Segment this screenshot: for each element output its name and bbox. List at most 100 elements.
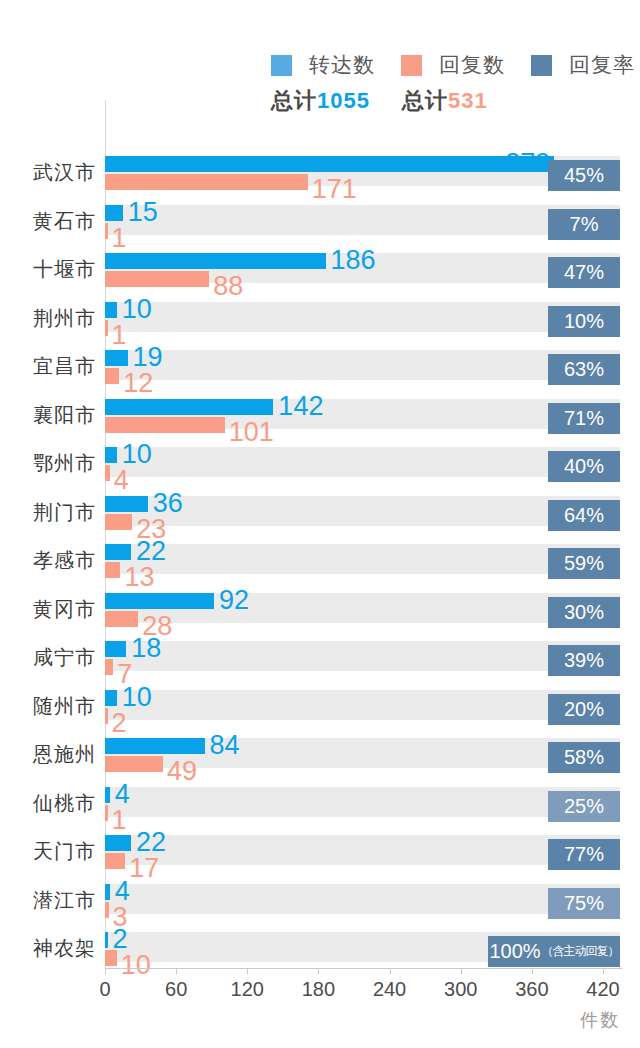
x-axis-tick-label: 120 — [217, 978, 277, 1001]
row-track — [105, 787, 620, 817]
replied-bar[interactable] — [105, 368, 119, 384]
replied-total-value: 531 — [448, 88, 488, 113]
replied-total: 总计531 — [402, 86, 488, 116]
forwarded-value: 84 — [210, 731, 240, 759]
replied-value: 49 — [167, 757, 197, 785]
replied-value: 1 — [112, 806, 127, 834]
reply-rate-badge: 71% — [548, 403, 620, 434]
reply-rate-badge: 59% — [548, 548, 620, 579]
forwarded-value: 379 — [432, 149, 550, 177]
replied-bar[interactable] — [105, 417, 225, 433]
reply-rate-badge: 25% — [548, 791, 620, 822]
replied-bar[interactable] — [105, 174, 308, 190]
row-label-city: 鄂州市 — [0, 450, 96, 477]
forwarded-value: 142 — [278, 392, 323, 420]
replied-bar[interactable] — [105, 756, 163, 772]
row-track — [105, 641, 620, 671]
replied-bar[interactable] — [105, 223, 108, 239]
x-axis-tick — [603, 968, 604, 974]
reply-rate-badge: 39% — [548, 645, 620, 676]
forwarded-bar[interactable] — [105, 835, 131, 851]
row-track — [105, 205, 620, 235]
reply-rate-badge: 64% — [548, 500, 620, 531]
replied-value: 2 — [112, 709, 127, 737]
reply-rate-badge: 100%（含主动回复） — [488, 936, 620, 967]
row-label-city: 宜昌市 — [0, 353, 96, 380]
row-label-city: 潜江市 — [0, 887, 96, 914]
forwarded-bar[interactable] — [105, 641, 126, 657]
row-label-city: 武汉市 — [0, 159, 96, 186]
forwarded-bar[interactable] — [105, 399, 273, 415]
legend-label-replied: 回复数 — [439, 51, 505, 79]
replied-bar[interactable] — [105, 320, 108, 336]
forwarded-bar[interactable] — [105, 350, 128, 366]
legend-item-replied[interactable]: 回复数 — [401, 51, 505, 79]
replied-total-prefix: 总计 — [402, 88, 448, 113]
replied-bar[interactable] — [105, 514, 132, 530]
row-label-city: 孝感市 — [0, 547, 96, 574]
forwarded-total: 总计1055 — [271, 86, 370, 116]
replied-value: 171 — [312, 175, 357, 203]
forwarded-value: 15 — [128, 198, 158, 226]
forwarded-value: 4 — [115, 877, 130, 905]
replied-bar[interactable] — [105, 562, 120, 578]
forwarded-bar[interactable] — [105, 738, 205, 754]
x-axis-tick — [318, 968, 319, 974]
replied-bar[interactable] — [105, 271, 209, 287]
x-axis-tick — [532, 968, 533, 974]
forwarded-bar[interactable] — [105, 447, 117, 463]
replied-value: 4 — [114, 466, 129, 494]
x-axis-tick-label: 240 — [360, 978, 420, 1001]
forwarded-bar[interactable] — [105, 496, 148, 512]
forwarded-bar[interactable] — [105, 205, 123, 221]
forwarded-value: 18 — [131, 634, 161, 662]
x-axis-tick-label: 420 — [573, 978, 633, 1001]
forwarded-value: 22 — [136, 537, 166, 565]
row-track — [105, 690, 620, 720]
forwarded-bar[interactable] — [105, 884, 110, 900]
row-track — [105, 835, 620, 865]
replied-bar[interactable] — [105, 805, 108, 821]
forwarded-bar[interactable] — [105, 544, 131, 560]
totals-row: 总计1055 总计531 — [271, 86, 520, 116]
legend-item-forwarded[interactable]: 转达数 — [271, 51, 375, 79]
forwarded-bar[interactable] — [105, 787, 110, 803]
forwarded-value: 10 — [122, 683, 152, 711]
replied-value: 13 — [124, 563, 154, 591]
replied-value: 88 — [213, 272, 243, 300]
forwarded-value: 186 — [331, 246, 376, 274]
x-axis-tick — [461, 968, 462, 974]
replied-bar[interactable] — [105, 611, 138, 627]
x-axis-tick-label: 60 — [146, 978, 206, 1001]
reply-rate-badge: 10% — [548, 306, 620, 337]
replied-bar[interactable] — [105, 708, 108, 724]
row-label-city: 咸宁市 — [0, 644, 96, 671]
replied-bar[interactable] — [105, 465, 110, 481]
x-axis-tick — [176, 968, 177, 974]
forwarded-value: 36 — [153, 489, 183, 517]
forwarded-bar[interactable] — [105, 690, 117, 706]
row-track — [105, 447, 620, 477]
x-axis-tick-label: 300 — [431, 978, 491, 1001]
reply-rate-badge: 20% — [548, 694, 620, 725]
replied-bar[interactable] — [105, 853, 125, 869]
replied-value: 1 — [112, 224, 127, 252]
forwarded-bar[interactable] — [105, 932, 108, 948]
x-axis-tick-label: 0 — [75, 978, 135, 1001]
replied-value: 101 — [229, 418, 274, 446]
row-label-city: 荆门市 — [0, 499, 96, 526]
forwarded-bar[interactable] — [105, 253, 326, 269]
legend-label-forwarded: 转达数 — [309, 51, 375, 79]
replied-bar[interactable] — [105, 902, 109, 918]
forwarded-value: 92 — [219, 586, 249, 614]
reply-rate-badge: 45% — [548, 160, 620, 191]
forwarded-value: 19 — [133, 343, 163, 371]
legend-item-reply-rate[interactable]: 回复率 — [531, 51, 635, 79]
forwarded-bar[interactable] — [105, 302, 117, 318]
forwarded-bar[interactable] — [105, 593, 214, 609]
row-track — [105, 884, 620, 914]
replied-bar[interactable] — [105, 659, 113, 675]
reply-rate-bar-chart: 转达数 回复数 回复率 总计1055 总计531 武汉市37917145%黄石市… — [0, 0, 640, 1048]
replied-value: 1 — [112, 321, 127, 349]
forwarded-value: 10 — [122, 440, 152, 468]
